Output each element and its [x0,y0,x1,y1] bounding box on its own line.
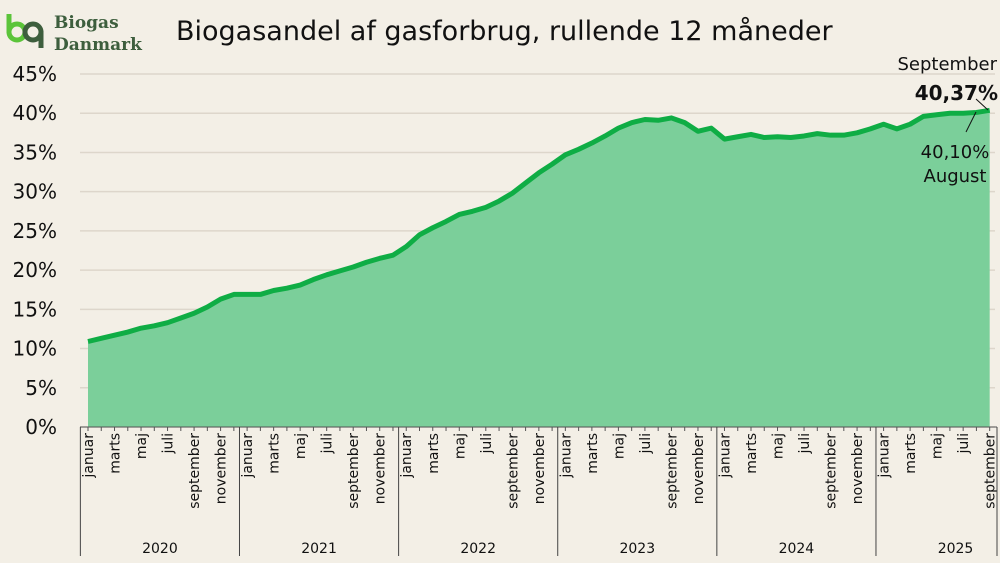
x-tick-label: november [214,433,230,504]
annotations: September 40,37% 40,10% August [898,54,999,187]
x-tick-label: november [532,433,548,504]
x-tick-label: juli [320,433,336,455]
y-tick-label: 20% [13,258,57,282]
year-label: 2022 [460,541,496,557]
y-tick-label: 35% [13,140,57,164]
x-tick-label: juli [638,433,654,455]
year-label: 2021 [301,541,337,557]
x-tick-label: januar [877,433,893,479]
annotation-leader-last [975,98,989,111]
x-tick-label: juli [956,433,972,455]
x-axis: januar marts maj juli september november janua… [79,426,999,557]
annotation-leader-prev [965,111,977,133]
x-tick-label: september [983,433,999,509]
x-tick-label: januar [399,433,415,479]
x-tick-label: november [850,433,866,504]
year-label: 2020 [142,541,178,557]
x-tick-label: marts [108,433,124,474]
y-tick-label: 0% [25,415,57,439]
annotation-prev-value: 40,10% [921,142,990,163]
x-tick-label: januar [240,433,256,479]
x-tick-label: maj [771,433,787,459]
area-fill [88,110,990,428]
annotation-last-month: September [898,54,998,75]
x-tick-label: januar [558,433,574,479]
x-tick-label: november [373,433,389,504]
y-tick-label: 40% [13,101,57,125]
x-tick-label: maj [134,433,150,459]
x-tick-label: maj [293,433,309,459]
y-tick-label: 45% [13,62,57,86]
x-tick-label: maj [930,433,946,459]
y-tick-label: 25% [13,219,57,243]
x-tick-label: september [187,433,203,509]
annotation-last-value: 40,37% [915,81,998,105]
x-tick-label: marts [267,433,283,474]
y-tick-label: 10% [13,337,57,361]
logo-line2: Danmark [54,35,143,55]
x-tick-label: marts [744,433,760,474]
year-label: 2025 [938,541,974,557]
x-tick-label: september [824,433,840,509]
chart-title: Biogasandel af gasforbrug, rullende 12 m… [176,16,833,47]
y-tick-label: 30% [13,180,57,204]
x-tick-label: januar [717,433,733,479]
y-tick-label: 5% [25,376,57,400]
x-tick-label: juli [479,433,495,455]
x-tick-label: marts [903,433,919,474]
year-label: 2023 [619,541,655,557]
logo: Biogas Danmark [6,13,143,55]
x-tick-label: september [664,433,680,509]
x-tick-label: september [505,433,521,509]
data-points [87,110,990,342]
year-label: 2024 [779,541,815,557]
y-axis: 0% 5% 10% 15% 20% 25% 30% 35% 40% 45% [13,62,57,439]
x-tick-label: september [346,433,362,509]
y-tick-label: 15% [13,297,57,321]
x-tick-label: marts [426,433,442,474]
x-tick-label: marts [585,433,601,474]
annotation-prev-month: August [924,166,987,187]
x-tick-label: maj [611,433,627,459]
x-tick-label: november [691,433,707,504]
x-tick-label: juli [161,433,177,455]
x-tick-label: juli [797,433,813,455]
x-tick-label: maj [452,433,468,459]
x-tick-label: januar [81,433,97,479]
logo-line1: Biogas [54,13,119,33]
